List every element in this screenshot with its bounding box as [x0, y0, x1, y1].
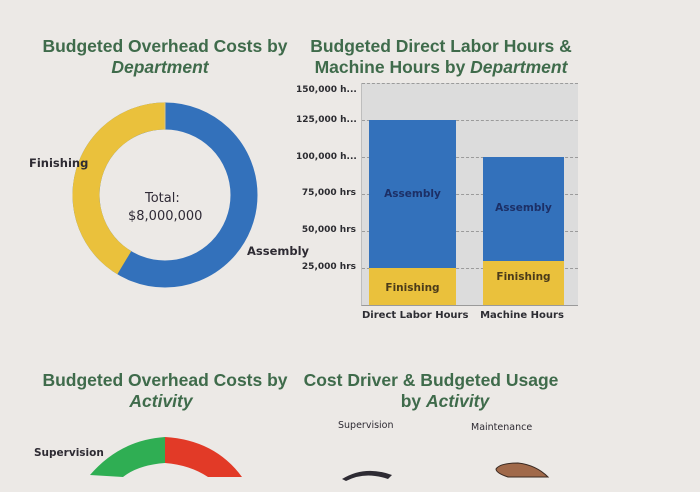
y-tick-100000: 100,000 h... — [296, 152, 357, 162]
gauge-other-segment[interactable] — [165, 437, 242, 477]
gridline-25000 — [362, 268, 578, 269]
y-tick-50000: 50,000 hrs — [301, 225, 356, 235]
hours-title-line1: Budgeted Direct Labor Hours & — [310, 36, 572, 56]
gridline-100000 — [362, 157, 578, 158]
hours-title-line2b: Department — [470, 57, 568, 77]
dept-overhead-title-line1: Budgeted Overhead Costs by — [42, 36, 288, 56]
gridline-150000 — [362, 83, 578, 84]
hours-plot-area: Assembly Finishing Assembly Finishing — [361, 83, 578, 306]
bar-dlh-assembly-label: Assembly — [384, 188, 441, 200]
cost-driver-maintenance-donut — [495, 462, 550, 478]
gridline-75000 — [362, 194, 578, 195]
bar-mh-assembly-label: Assembly — [495, 202, 552, 214]
bar-direct-labor-hours[interactable]: Assembly Finishing — [369, 120, 456, 305]
cost-driver-label-supervision: Supervision — [338, 420, 394, 431]
gridline-125000 — [362, 120, 578, 121]
donut-label-finishing: Finishing — [29, 156, 89, 170]
y-tick-125000: 125,000 h... — [296, 115, 357, 125]
bar-machine-hours[interactable]: Assembly Finishing — [483, 157, 564, 305]
gauge-supervision-segment[interactable] — [90, 437, 165, 477]
x-label-direct-labor-hours: Direct Labor Hours — [362, 310, 469, 321]
activity-label-supervision: Supervision — [34, 447, 104, 459]
activity-overhead-title-line1: Budgeted Overhead Costs by — [42, 370, 288, 390]
donut-label-assembly: Assembly — [247, 244, 310, 258]
supervision-donut-arc[interactable] — [342, 470, 392, 481]
hours-title-line2a: Machine Hours by — [314, 57, 471, 77]
cost-driver-title-line2b: Activity — [426, 391, 490, 411]
bar-dlh-finishing-label: Finishing — [385, 281, 440, 294]
bar-mh-assembly-segment[interactable]: Assembly — [483, 157, 564, 261]
cost-driver-label-maintenance: Maintenance — [471, 422, 533, 433]
hours-chart-title: Budgeted Direct Labor Hours & Machine Ho… — [300, 36, 582, 78]
y-tick-150000: 150,000 h... — [296, 85, 357, 95]
activity-overhead-title-line2: Activity — [129, 391, 193, 411]
dept-overhead-donut — [72, 102, 258, 288]
donut-finishing-segment[interactable] — [72, 102, 166, 275]
bar-mh-finishing-label: Finishing — [496, 271, 551, 283]
dept-overhead-title-line2: Department — [111, 57, 209, 77]
hours-title-line2: Machine Hours by Department — [300, 57, 582, 78]
cost-driver-title-line2: by Activity — [328, 391, 562, 412]
bar-mh-finishing-segment[interactable]: Finishing — [483, 261, 564, 305]
cost-driver-title-line1: Cost Driver & Budgeted Usage — [303, 370, 559, 390]
cost-driver-supervision-donut — [342, 470, 392, 481]
donut-center-total-label: Total: — [145, 191, 180, 206]
bar-dlh-finishing-segment[interactable]: Finishing — [369, 268, 456, 305]
bar-dlh-assembly-segment[interactable]: Assembly — [369, 120, 456, 268]
cost-driver-title-line2a: by — [400, 391, 427, 411]
cost-driver-title: Cost Driver & Budgeted Usage by Activity — [300, 370, 562, 412]
y-tick-75000: 75,000 hrs — [301, 188, 356, 198]
gridline-50000 — [362, 231, 578, 232]
y-tick-25000: 25,000 hrs — [301, 262, 356, 272]
donut-center-total-value: $8,000,000 — [128, 209, 203, 224]
activity-overhead-gauge — [90, 437, 242, 477]
dept-overhead-title: Budgeted Overhead Costs by Department — [30, 36, 300, 78]
x-label-machine-hours: Machine Hours — [480, 310, 564, 321]
maintenance-donut-arc[interactable] — [495, 462, 550, 478]
activity-overhead-title: Budgeted Overhead Costs by Activity — [30, 370, 300, 412]
